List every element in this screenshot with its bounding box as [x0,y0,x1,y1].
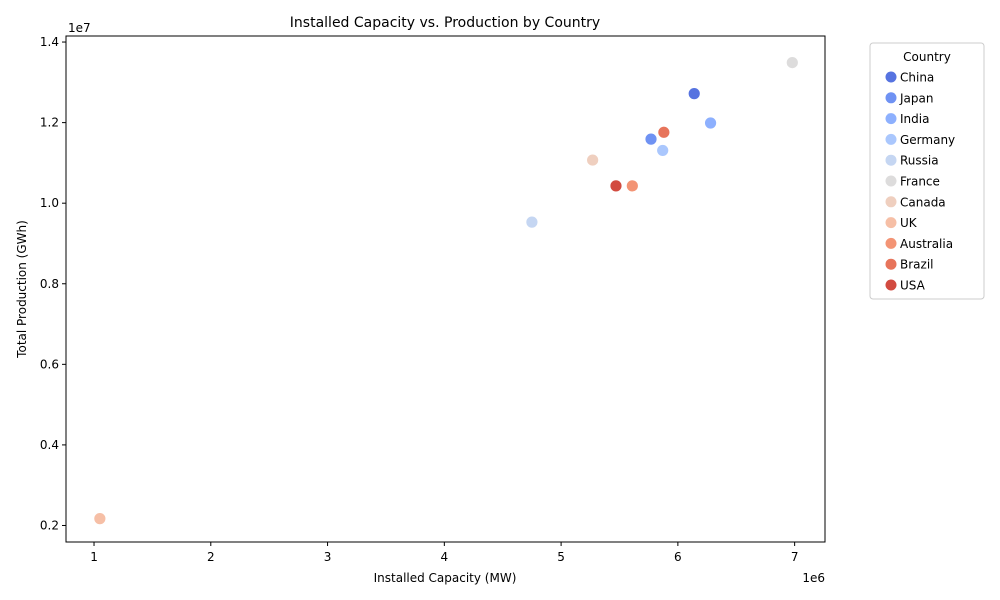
legend-frame [869,42,985,300]
x-tick-label: 4 [441,550,449,564]
x-tick-label: 1 [90,550,98,564]
legend-label-russia: Russia [900,154,939,168]
legend-marker-russia [885,154,897,166]
data-point-china [687,87,701,101]
x-axis-offset-label: 1e6 [802,571,825,585]
y-tick-label: 1.4 [40,35,59,49]
legend-title: Country [903,50,951,64]
legend-marker-germany [885,133,897,145]
legend-marker-brazil [885,258,897,270]
legend-marker-japan [885,92,897,104]
legend-marker-india [885,113,897,125]
legend-label-australia: Australia [900,237,953,251]
x-tick-label: 5 [557,550,565,564]
legend-marker-canada [885,196,897,208]
legend-label-germany: Germany [900,133,955,147]
data-point-russia [525,215,539,229]
y-tick-label: 0.2 [40,518,59,532]
chart-title: Installed Capacity vs. Production by Cou… [290,15,600,31]
legend-label-china: China [900,71,934,85]
x-tick-label: 2 [207,550,215,564]
data-point-japan [644,132,658,146]
x-axis-label: Installed Capacity (MW) [374,571,517,585]
data-point-france [785,56,799,69]
data-point-brazil [657,125,671,139]
y-tick-label: 0.8 [40,277,59,291]
legend-marker-china [885,71,897,83]
x-tick-label: 6 [674,550,682,564]
x-tick-label: 3 [324,550,332,564]
y-axis-offset-label: 1e7 [68,21,91,35]
data-point-india [704,116,717,130]
data-point-australia [625,179,639,193]
legend-label-uk: UK [900,216,918,230]
legend-label-japan: Japan [899,91,933,105]
y-tick-label: 1.0 [40,196,59,210]
data-point-germany [656,144,670,157]
plot-area: 1 2 3 4 5 6 7 0.2 0.4 0.6 0.8 1.0 1.2 1.4 [40,35,826,564]
y-tick-label: 0.6 [40,357,59,371]
legend-label-usa: USA [900,279,926,293]
y-tick-label: 0.4 [40,438,59,452]
legend-marker-france [885,175,897,187]
legend-label-india: India [900,112,929,126]
legend-label-canada: Canada [900,195,946,209]
data-point-uk [93,512,107,526]
data-point-usa [609,179,623,193]
legend-marker-uk [885,217,897,229]
y-axis-label: Total Production (GWh) [15,220,29,359]
legend-items: China Japan India Germany Russia France Canada… [885,71,955,293]
legend-label-brazil: Brazil [900,258,934,272]
legend: Country China Japan India Germany Russia Fran… [869,42,985,300]
y-tick-label: 1.2 [40,116,59,130]
legend-label-france: France [900,175,940,189]
plot-frame [65,35,826,543]
legend-marker-australia [885,237,897,249]
x-tick-label: 7 [791,550,799,564]
legend-marker-usa [885,279,897,291]
data-point-canada [586,153,600,167]
